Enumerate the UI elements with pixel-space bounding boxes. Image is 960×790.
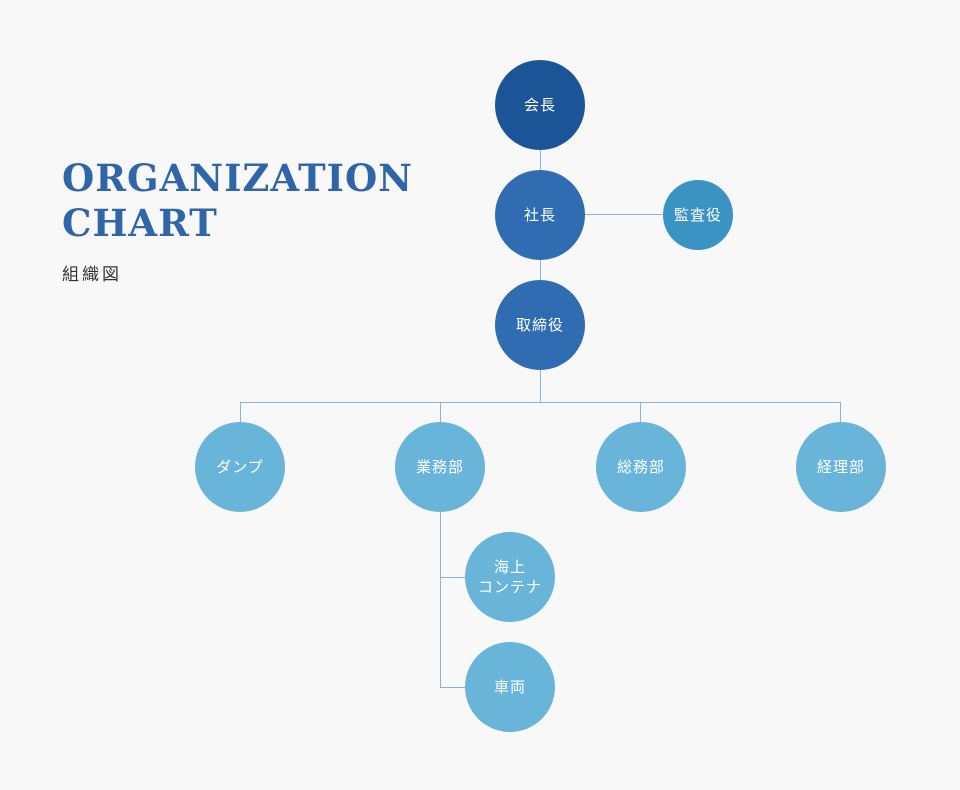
node-vehicles: 車両: [465, 642, 555, 732]
node-president: 社長: [495, 170, 585, 260]
page-subtitle: 組織図: [62, 265, 122, 285]
node-chairman: 会長: [495, 60, 585, 150]
page-title-line-1: ORGANIZATION: [62, 156, 413, 200]
node-general-affairs: 総務部: [596, 422, 686, 512]
node-directors: 取締役: [495, 280, 585, 370]
page-title-line-2: CHART: [62, 201, 218, 245]
node-dump: ダンプ: [195, 422, 285, 512]
node-accounting: 経理部: [796, 422, 886, 512]
node-marine-container: 海上 コンテナ: [465, 532, 555, 622]
node-auditor: 監査役: [663, 180, 733, 250]
node-operations: 業務部: [395, 422, 485, 512]
title-block: ORGANIZATION CHART 組織図: [62, 156, 413, 285]
